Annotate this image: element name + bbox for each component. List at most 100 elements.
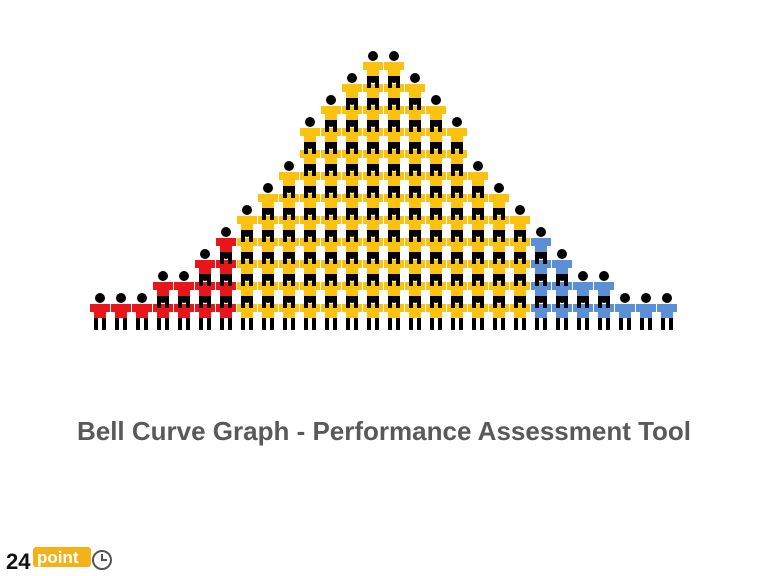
person-leg — [304, 208, 308, 220]
person-leg — [346, 142, 350, 154]
person-leg — [270, 318, 274, 330]
person-icon — [363, 293, 383, 330]
person-leg — [430, 230, 434, 242]
person-icon — [279, 293, 299, 330]
person-leg — [501, 208, 505, 220]
logo-clock — [92, 550, 112, 570]
person-leg — [178, 296, 182, 308]
person-leg — [228, 296, 232, 308]
person-leg — [501, 252, 505, 264]
person-body — [94, 304, 106, 318]
person-head — [95, 293, 105, 303]
person-leg — [417, 120, 421, 132]
person-leg — [417, 230, 421, 242]
person-icon — [216, 227, 236, 264]
person-leg — [199, 296, 203, 308]
person-leg — [430, 186, 434, 198]
person-body — [115, 304, 127, 318]
person-icon — [447, 293, 467, 330]
person-leg — [312, 186, 316, 198]
person-leg — [522, 252, 526, 264]
person-icon — [489, 183, 509, 220]
person-leg — [451, 208, 455, 220]
person-leg — [564, 274, 568, 286]
person-leg — [388, 318, 392, 330]
person-body — [514, 216, 526, 230]
person-leg — [220, 252, 224, 264]
person-leg — [396, 142, 400, 154]
person-leg — [417, 142, 421, 154]
person-leg — [493, 230, 497, 242]
person-leg — [115, 318, 119, 330]
person-body — [283, 172, 295, 186]
person-leg — [438, 274, 442, 286]
person-body — [199, 260, 211, 274]
person-icon — [342, 293, 362, 330]
person-icon — [195, 249, 215, 286]
person-leg — [409, 142, 413, 154]
person-leg — [535, 274, 539, 286]
person-leg — [556, 318, 560, 330]
person-leg — [388, 296, 392, 308]
person-leg — [102, 318, 106, 330]
person-leg — [459, 164, 463, 176]
person-leg — [388, 120, 392, 132]
person-leg — [409, 230, 413, 242]
person-icon — [258, 293, 278, 330]
person-head — [326, 95, 336, 105]
person-leg — [207, 274, 211, 286]
person-icon — [636, 293, 656, 330]
person-leg — [396, 98, 400, 110]
person-leg — [333, 120, 337, 132]
person-leg — [388, 230, 392, 242]
person-body — [619, 304, 631, 318]
person-leg — [409, 252, 413, 264]
person-leg — [438, 296, 442, 308]
person-leg — [409, 186, 413, 198]
person-leg — [438, 318, 442, 330]
person-leg — [606, 296, 610, 308]
person-leg — [501, 274, 505, 286]
person-leg — [325, 120, 329, 132]
person-leg — [375, 142, 379, 154]
person-leg — [270, 252, 274, 264]
person-leg — [178, 318, 182, 330]
person-body — [598, 282, 610, 296]
person-body — [388, 62, 400, 76]
person-head — [431, 95, 441, 105]
person-leg — [354, 208, 358, 220]
person-icon — [342, 73, 362, 110]
person-leg — [312, 252, 316, 264]
person-body — [535, 238, 547, 252]
person-leg — [459, 186, 463, 198]
person-icon — [447, 117, 467, 154]
person-leg — [430, 164, 434, 176]
person-leg — [472, 274, 476, 286]
person-leg — [325, 318, 329, 330]
person-leg — [409, 98, 413, 110]
person-leg — [367, 186, 371, 198]
person-leg — [325, 230, 329, 242]
person-leg — [375, 120, 379, 132]
person-leg — [123, 318, 127, 330]
person-leg — [304, 274, 308, 286]
person-leg — [333, 208, 337, 220]
person-head — [158, 271, 168, 281]
person-head — [221, 227, 231, 237]
person-leg — [241, 230, 245, 242]
person-body — [661, 304, 673, 318]
person-leg — [375, 230, 379, 242]
person-leg — [417, 296, 421, 308]
person-body — [430, 106, 442, 120]
person-leg — [522, 318, 526, 330]
person-leg — [564, 296, 568, 308]
person-icon — [468, 161, 488, 198]
person-leg — [262, 274, 266, 286]
person-head — [662, 293, 672, 303]
person-leg — [304, 296, 308, 308]
person-leg — [249, 296, 253, 308]
person-leg — [346, 164, 350, 176]
person-icon — [363, 51, 383, 88]
person-leg — [585, 296, 589, 308]
person-leg — [459, 296, 463, 308]
